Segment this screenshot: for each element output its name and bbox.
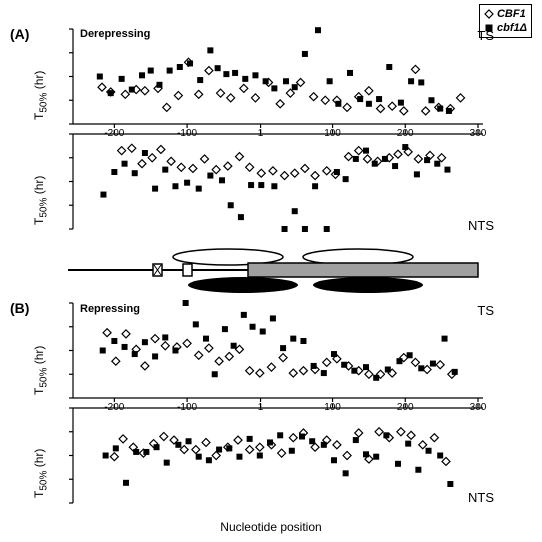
plot-b: -200-10011002003000246≥8 0246≥8	[68, 298, 488, 518]
panel-label-a: (A)	[10, 26, 29, 42]
legend-label-1: cbf1Δ	[497, 22, 527, 34]
plot-a: -200-10011002003000246≥8 0246≥8	[68, 24, 488, 244]
gene-diagram	[68, 245, 488, 295]
figure: { "legend": { "items": [ {"label":"CBF1"…	[0, 0, 542, 542]
ylabel-b-nts: T50% (hr)	[32, 449, 49, 498]
ylabel-a-ts: T50% (hr)	[32, 71, 49, 120]
ylabel-a-nts: T50% (hr)	[32, 176, 49, 225]
panel-label-b: (B)	[10, 300, 29, 316]
xlabel: Nucleotide position	[0, 520, 542, 534]
legend-item-cbf1: CBF1	[484, 7, 527, 21]
legend-label-0: CBF1	[497, 8, 526, 20]
ylabel-b-ts: T50% (hr)	[32, 346, 49, 395]
